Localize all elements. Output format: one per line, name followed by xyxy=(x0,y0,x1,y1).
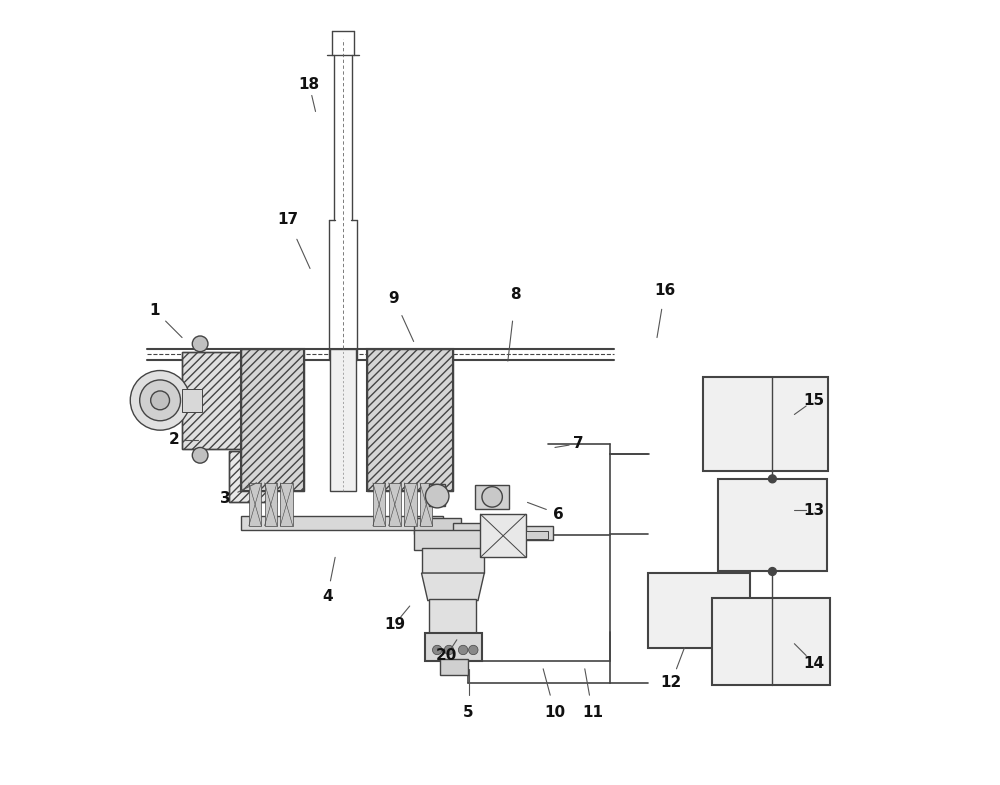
Circle shape xyxy=(432,645,442,655)
Text: 3: 3 xyxy=(220,491,231,506)
Bar xyxy=(703,377,828,471)
Bar xyxy=(422,548,484,573)
Polygon shape xyxy=(422,573,484,601)
Bar xyxy=(420,483,432,526)
Bar xyxy=(264,483,277,526)
Bar xyxy=(440,659,468,675)
Circle shape xyxy=(130,371,190,430)
Bar xyxy=(404,483,417,526)
Bar xyxy=(491,526,553,540)
Bar xyxy=(241,349,304,491)
Bar xyxy=(389,483,401,526)
Circle shape xyxy=(192,336,208,352)
Bar xyxy=(367,349,453,491)
Circle shape xyxy=(469,645,478,655)
Text: 15: 15 xyxy=(803,392,825,408)
Bar xyxy=(414,518,461,534)
Bar xyxy=(229,451,276,502)
Bar xyxy=(229,451,276,502)
Text: 1: 1 xyxy=(149,302,160,318)
Bar xyxy=(414,530,492,549)
Bar xyxy=(718,479,827,571)
Text: 2: 2 xyxy=(169,432,180,447)
Bar xyxy=(330,349,356,491)
Text: 20: 20 xyxy=(436,648,457,663)
Bar xyxy=(241,516,443,530)
Circle shape xyxy=(444,645,454,655)
Bar xyxy=(429,599,476,634)
Circle shape xyxy=(482,487,502,507)
Bar xyxy=(429,484,445,506)
Bar xyxy=(241,349,304,491)
Text: 6: 6 xyxy=(554,506,564,522)
Bar xyxy=(648,573,750,648)
Text: 7: 7 xyxy=(573,436,584,451)
Bar xyxy=(425,633,482,661)
Text: 14: 14 xyxy=(803,655,825,671)
Circle shape xyxy=(768,568,776,575)
Circle shape xyxy=(192,447,208,463)
Text: 18: 18 xyxy=(299,77,320,93)
Circle shape xyxy=(140,380,181,421)
Bar xyxy=(712,598,830,685)
Circle shape xyxy=(458,645,468,655)
Bar xyxy=(367,349,453,491)
Bar xyxy=(182,352,241,449)
Text: 5: 5 xyxy=(463,705,474,721)
Text: 12: 12 xyxy=(661,675,682,691)
Text: 9: 9 xyxy=(389,290,399,306)
Circle shape xyxy=(768,475,776,483)
Text: 10: 10 xyxy=(544,705,566,721)
Bar xyxy=(373,483,385,526)
Text: 11: 11 xyxy=(582,705,603,721)
Bar xyxy=(480,514,526,557)
Text: 19: 19 xyxy=(384,616,405,632)
Bar xyxy=(475,485,509,509)
Bar xyxy=(280,483,293,526)
Text: 4: 4 xyxy=(322,589,333,604)
Bar xyxy=(453,523,496,544)
Text: 13: 13 xyxy=(803,502,825,518)
Circle shape xyxy=(151,391,170,410)
Text: 17: 17 xyxy=(277,212,299,228)
Circle shape xyxy=(425,484,449,508)
Text: 16: 16 xyxy=(654,283,675,298)
Text: 8: 8 xyxy=(510,287,521,302)
Bar xyxy=(249,483,261,526)
Bar xyxy=(182,352,241,449)
Bar xyxy=(182,389,202,412)
Bar xyxy=(526,531,548,539)
